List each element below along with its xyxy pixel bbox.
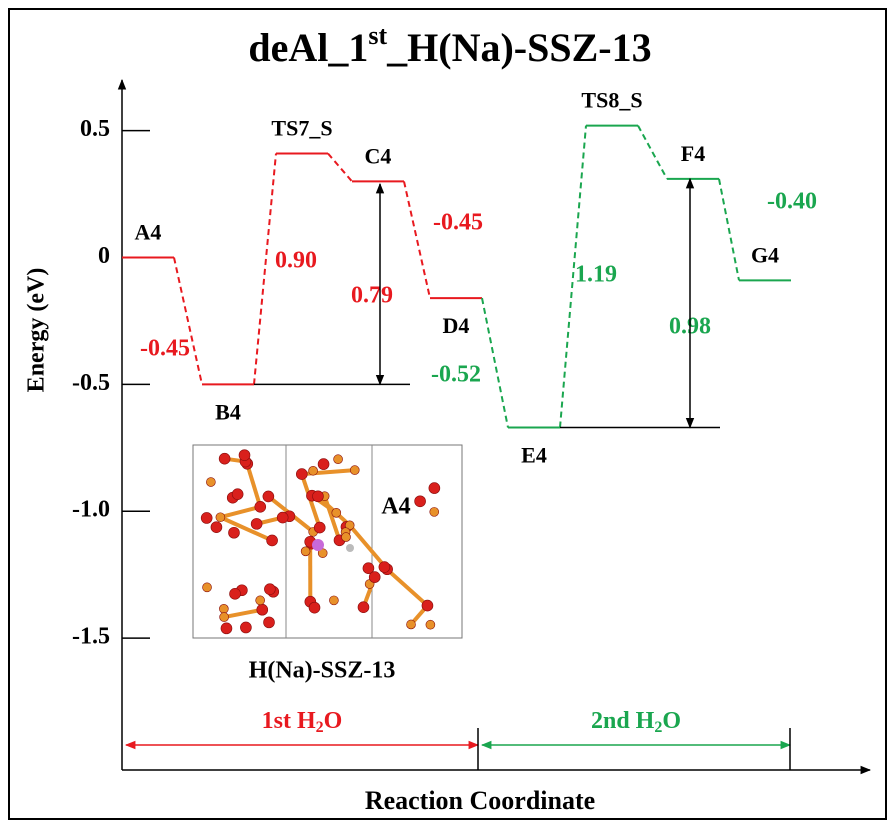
atom <box>267 535 278 546</box>
state-label: G4 <box>751 242 779 267</box>
energy-annotation: -0.40 <box>767 189 817 215</box>
atom <box>230 588 241 599</box>
atom <box>296 469 307 480</box>
atom <box>228 527 239 538</box>
state-label: A4 <box>135 220 162 245</box>
inset-label: A4 <box>381 494 410 520</box>
state-label: D4 <box>443 313 470 338</box>
y-axis-label: Energy (eV) <box>24 268 50 393</box>
atom <box>369 572 380 583</box>
inset-structure <box>201 445 440 638</box>
energy-annotation: -0.52 <box>431 362 481 388</box>
connector <box>719 179 739 280</box>
connector <box>482 298 508 427</box>
connector <box>254 154 276 385</box>
atom <box>219 453 230 464</box>
atom <box>264 617 275 628</box>
y-tick-label: -1.5 <box>72 624 110 650</box>
atom <box>301 547 310 556</box>
title-main: deAl_1 <box>248 25 368 70</box>
atom <box>220 613 229 622</box>
atom <box>379 562 390 573</box>
atom <box>219 604 228 613</box>
atom <box>346 544 354 552</box>
atom <box>257 604 268 615</box>
atom <box>314 522 325 533</box>
title-rest: _H(Na)-SSZ-13 <box>386 25 651 70</box>
atom <box>216 513 225 522</box>
atom <box>334 455 343 464</box>
energy-annotation: -0.45 <box>140 336 190 362</box>
connector <box>638 126 667 179</box>
atom <box>239 450 250 461</box>
atom <box>264 584 275 595</box>
atom <box>415 496 426 507</box>
state-label: TS7_S <box>271 116 332 141</box>
atom <box>407 620 416 629</box>
atom <box>312 539 324 551</box>
connector <box>404 181 430 298</box>
atom <box>429 483 440 494</box>
energy-annotation: -0.45 <box>433 210 483 236</box>
atom <box>350 466 359 475</box>
state-label: F4 <box>681 141 705 166</box>
y-tick-label: -0.5 <box>72 370 110 396</box>
atom <box>206 478 215 487</box>
y-tick-label: -1.0 <box>72 497 110 523</box>
range-label: 1st H2O <box>262 708 343 736</box>
atom <box>318 459 329 470</box>
atom <box>422 600 433 611</box>
state-label: B4 <box>215 399 241 424</box>
y-tick-label: 0 <box>98 243 110 269</box>
atom <box>426 620 435 629</box>
atom <box>232 489 243 500</box>
atom <box>211 522 222 533</box>
atom <box>256 596 265 605</box>
x-axis-label: Reaction Coordinate <box>365 786 595 815</box>
y-tick-label: 0.5 <box>80 116 110 142</box>
atom <box>277 512 288 523</box>
chart-title: deAl_1st_H(Na)-SSZ-13 <box>248 21 651 70</box>
bond <box>220 507 260 517</box>
connector <box>174 258 202 385</box>
connector <box>328 154 352 182</box>
energy-annotation: 0.79 <box>351 283 393 309</box>
atom <box>203 583 212 592</box>
atom <box>221 623 232 634</box>
range-label-text: 2nd H <box>591 708 655 734</box>
range-label: 2nd H2O <box>591 708 681 736</box>
inset-caption: H(Na)-SSZ-13 <box>249 658 396 684</box>
state-label: C4 <box>365 143 392 168</box>
range-label-tail: O <box>662 708 681 734</box>
energy-annotation: 1.19 <box>575 262 617 288</box>
bond <box>224 610 262 617</box>
atom <box>430 507 439 516</box>
state-label: TS8_S <box>581 88 642 113</box>
title-sup: st <box>368 21 387 50</box>
energy-annotation: 0.90 <box>275 248 317 274</box>
atom <box>255 501 266 512</box>
range-label-sub: 2 <box>316 719 324 736</box>
atom <box>309 602 320 613</box>
atom <box>309 466 318 475</box>
chart: deAl_1st_H(Na)-SSZ-13 Reaction Coordinat… <box>0 0 895 820</box>
atom <box>263 491 274 502</box>
atom <box>341 533 350 542</box>
range-label-sub: 2 <box>654 719 662 736</box>
atom <box>329 596 338 605</box>
state-label: E4 <box>521 443 547 468</box>
atom <box>332 508 341 517</box>
atom <box>251 518 262 529</box>
atom <box>201 512 212 523</box>
atom <box>312 491 323 502</box>
atom <box>358 602 369 613</box>
range-label-tail: O <box>324 708 343 734</box>
range-label-text: 1st H <box>262 708 316 734</box>
atom <box>240 622 251 633</box>
